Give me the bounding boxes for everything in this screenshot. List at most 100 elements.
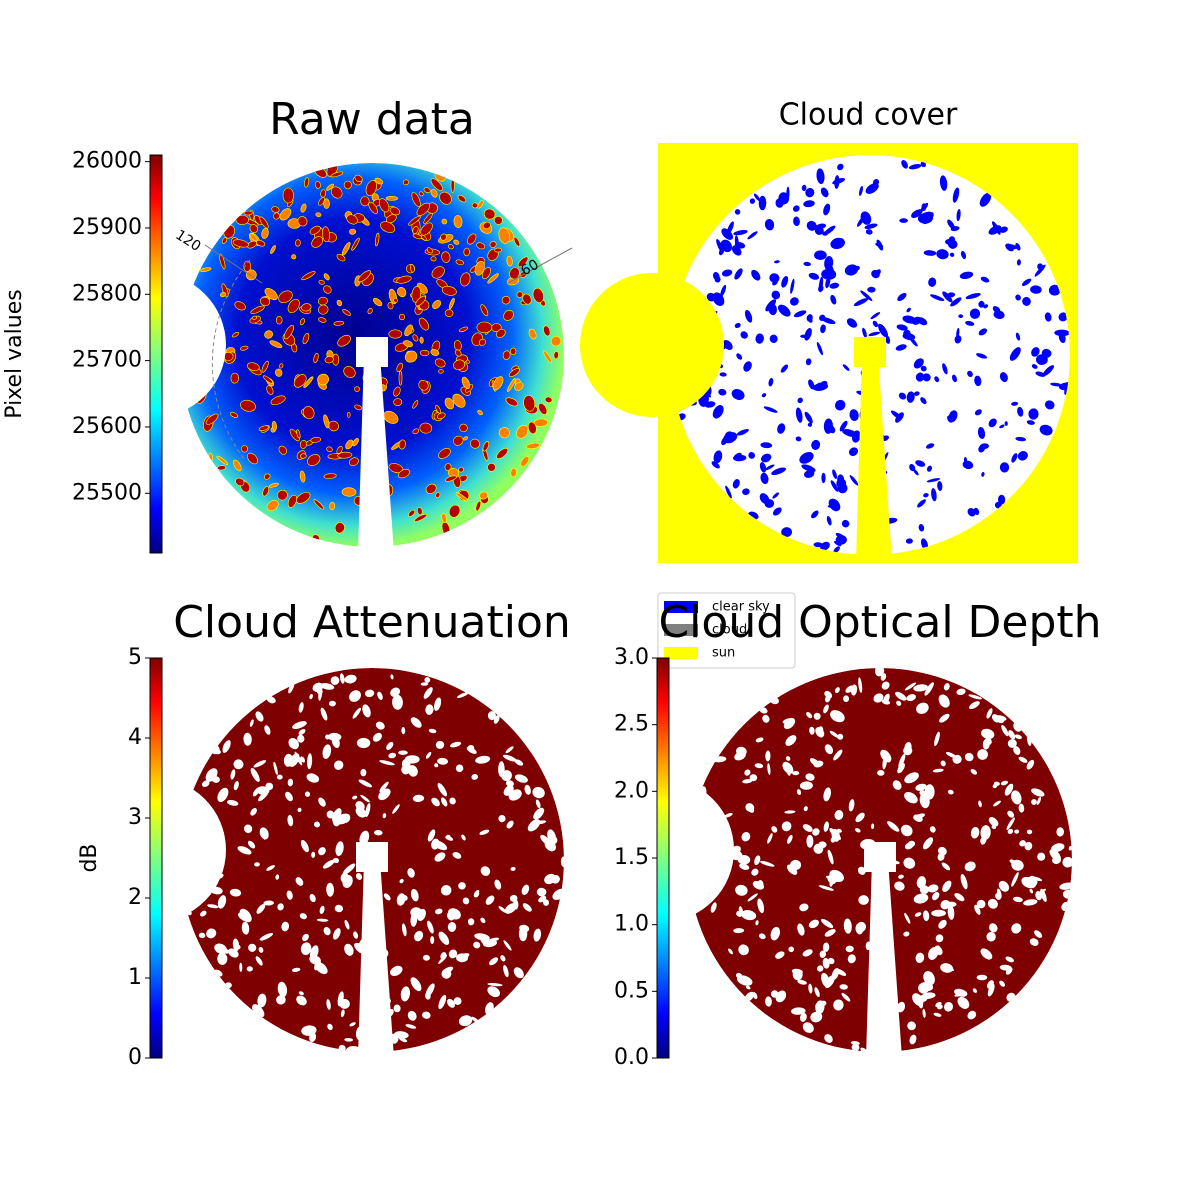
speckle — [895, 344, 907, 351]
speckle — [1035, 371, 1046, 377]
speckle — [324, 356, 334, 364]
speckle — [818, 885, 834, 891]
speckle — [266, 865, 275, 871]
tick-label: 26000 — [72, 149, 142, 174]
speckle — [410, 717, 422, 728]
speckle — [957, 996, 970, 1009]
speckle — [243, 210, 253, 216]
speckle — [830, 710, 845, 723]
speckle — [1030, 876, 1043, 882]
speckle — [365, 803, 371, 818]
speckle — [417, 507, 423, 516]
speckle — [390, 674, 394, 680]
speckle — [502, 754, 517, 762]
speckle — [855, 812, 865, 823]
speckle — [757, 898, 765, 914]
speckle — [895, 691, 907, 701]
speckle — [411, 286, 422, 303]
speckle — [835, 535, 847, 545]
speckle — [724, 813, 733, 818]
speckle — [479, 491, 488, 500]
speckle — [826, 515, 832, 526]
speckle — [516, 291, 524, 298]
speckle — [483, 208, 496, 220]
speckle — [304, 791, 311, 797]
speckle — [741, 910, 757, 921]
speckle — [489, 241, 497, 248]
speckle — [408, 215, 421, 226]
speckle — [309, 894, 316, 903]
speckle — [349, 1022, 356, 1027]
speckle — [297, 216, 308, 227]
speckle — [393, 398, 403, 407]
speckle — [749, 198, 756, 204]
speckle — [745, 803, 755, 812]
speckle — [346, 412, 351, 418]
speckle — [393, 297, 398, 303]
speckle — [781, 527, 792, 538]
speckle — [425, 704, 434, 715]
speckle — [532, 787, 545, 799]
speckle — [892, 780, 902, 790]
speckle — [311, 851, 316, 858]
speckle — [256, 903, 266, 914]
speckle — [498, 427, 510, 439]
speckle — [922, 910, 930, 922]
speckle — [803, 261, 811, 267]
speckle — [834, 810, 844, 820]
speckle — [495, 328, 506, 338]
speckle — [388, 329, 403, 339]
speckle — [904, 912, 911, 924]
speckle — [374, 177, 384, 185]
speckle — [1029, 888, 1034, 894]
speckle — [949, 252, 955, 257]
speckle — [739, 863, 750, 870]
speckle — [761, 453, 772, 463]
speckle — [786, 834, 793, 844]
speckle — [494, 247, 502, 253]
speckle — [1026, 829, 1033, 835]
speckle — [784, 810, 796, 814]
speckle — [1051, 843, 1065, 852]
speckle — [543, 350, 552, 364]
speckle — [500, 955, 506, 962]
speckle — [345, 439, 354, 450]
speckle — [985, 737, 992, 745]
speckle — [344, 1037, 354, 1042]
speckle — [832, 469, 838, 479]
speckle — [513, 967, 524, 979]
speckle — [1011, 923, 1022, 934]
speckle — [900, 824, 913, 837]
speckle — [239, 962, 243, 972]
speckle — [364, 689, 375, 698]
speckle — [432, 840, 448, 851]
speckle — [298, 729, 306, 735]
speckle — [819, 950, 827, 958]
speckle — [759, 462, 767, 473]
speckle — [913, 469, 919, 476]
speckle — [918, 1000, 924, 1009]
speckle — [1031, 364, 1038, 369]
speckle — [444, 463, 452, 471]
speckle — [923, 971, 935, 986]
speckle — [974, 904, 981, 915]
speckle — [250, 305, 265, 314]
speckle — [1042, 365, 1055, 377]
speckle — [241, 921, 250, 935]
speckle — [999, 462, 1010, 473]
speckle — [427, 829, 436, 842]
speckle — [986, 708, 993, 719]
speckle — [233, 759, 244, 770]
speckle — [506, 255, 513, 267]
speckle — [297, 807, 302, 813]
speckle — [962, 460, 974, 470]
speckle — [438, 954, 447, 964]
speckle — [403, 340, 413, 348]
speckle — [989, 923, 998, 933]
speckle — [771, 467, 786, 476]
speckle — [318, 279, 325, 285]
speckle — [302, 406, 315, 419]
speckle — [401, 923, 407, 937]
speckle — [262, 486, 270, 497]
speckle — [287, 494, 297, 508]
